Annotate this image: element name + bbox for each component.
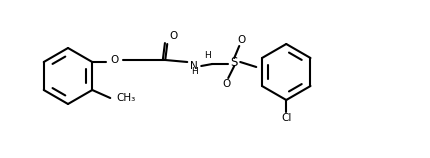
Text: CH₃: CH₃ <box>116 93 135 103</box>
Text: O: O <box>237 35 246 45</box>
Text: H: H <box>191 67 198 76</box>
Text: O: O <box>110 55 118 65</box>
Text: H: H <box>204 52 211 61</box>
Text: O: O <box>222 79 230 89</box>
Text: S: S <box>230 55 238 69</box>
Text: O: O <box>169 31 177 41</box>
Text: Cl: Cl <box>281 113 292 123</box>
Text: N: N <box>190 61 198 71</box>
